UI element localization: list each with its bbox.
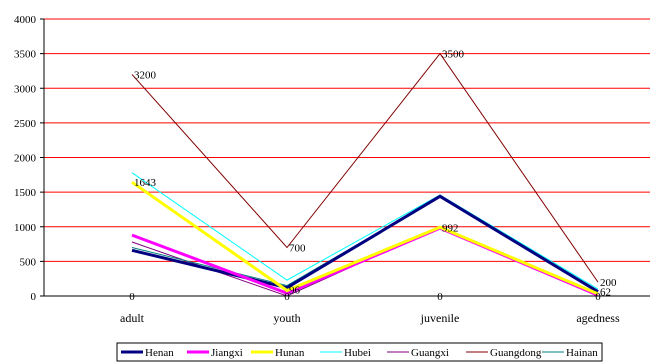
data-label: 200 [600, 277, 617, 289]
series-line-henan [131, 194, 599, 293]
legend-label-hubei: Hubei [344, 347, 371, 359]
data-label: 62 [600, 287, 611, 299]
legend-box [116, 342, 603, 362]
x-tick-label: adult [120, 311, 145, 325]
legend-label-jiangxi: Jiangxi [211, 347, 243, 359]
series-layer [131, 52, 599, 297]
data-label: 0 [437, 291, 443, 303]
x-tick-label: youth [273, 311, 300, 325]
series-line-guangdong [131, 52, 599, 283]
y-tick-label: 1500 [14, 187, 37, 199]
data-label: 700 [289, 243, 306, 255]
data-label: 0 [595, 291, 601, 303]
series-line-hainan [131, 195, 599, 293]
series-line-hunan [131, 180, 599, 296]
data-label: 0 [129, 291, 135, 303]
legend: Henan Jiangxi Hunan Hubei Guangxi Guangdong Ha… [116, 342, 603, 362]
data-label: 0 [284, 291, 290, 303]
y-tick-label: 4000 [14, 14, 37, 26]
y-tick-label: 3000 [14, 83, 37, 95]
data-label: 96 [289, 284, 301, 296]
y-tick-label: 2000 [14, 153, 37, 165]
series-line-hubei [131, 172, 599, 290]
y-tick-label: 500 [20, 256, 37, 268]
data-label: 1643 [134, 177, 157, 189]
legend-label-hainan: Hainan [566, 347, 598, 359]
legend-label-henan: Henan [145, 347, 174, 359]
data-label: 3200 [134, 69, 157, 81]
data-label: 3500 [442, 49, 465, 61]
y-tick-label: 1000 [14, 222, 37, 234]
legend-label-hunan: Hunan [275, 347, 305, 359]
legend-label-guangdong: Guangdong [490, 347, 542, 359]
x-tick-label: juvenile [420, 311, 460, 325]
y-tick-label: 2500 [14, 118, 37, 130]
data-label: 992 [442, 222, 459, 234]
y-tick-label: 3500 [14, 49, 37, 61]
legend-label-guangxi: Guangxi [411, 347, 449, 359]
y-tick-label: 0 [31, 291, 37, 303]
x-tick-label: agedness [576, 311, 620, 325]
